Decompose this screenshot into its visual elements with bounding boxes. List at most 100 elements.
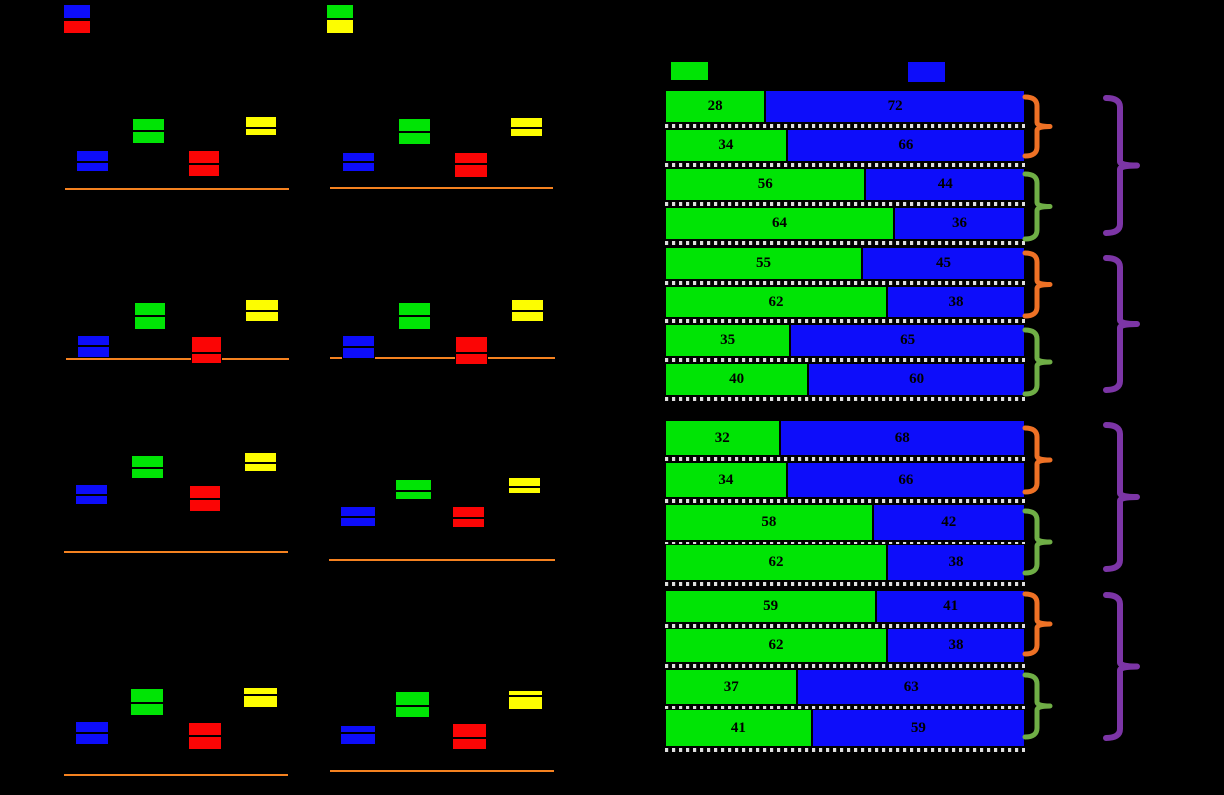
stacked-bar-row-5: 55 45: [665, 247, 1025, 280]
box-green: [131, 455, 164, 479]
bar-separator-dotted: [665, 664, 1025, 668]
bar-segment-green: 64: [666, 208, 896, 239]
panel-baseline: [329, 559, 555, 561]
bar-value-blue: 38: [948, 293, 964, 310]
bar-value-blue: 66: [898, 137, 914, 153]
bar-separator-dotted: [665, 706, 1025, 710]
median-line: [399, 131, 430, 133]
median-line: [133, 130, 164, 132]
median-line: [399, 315, 430, 317]
stacked-bar-row-9: 32 68: [665, 420, 1025, 456]
stacked-bar-row-12: 62 38: [665, 544, 1025, 581]
bar-segment-blue: 44: [866, 169, 1024, 200]
median-line: [509, 486, 540, 488]
bar-value-green: 32: [714, 429, 730, 446]
median-line: [341, 732, 375, 734]
panel-baseline: [65, 188, 289, 190]
pair-brace-orange-1: [1022, 94, 1053, 159]
bar-value-green: 62: [768, 637, 784, 653]
bar-value-green: 62: [768, 554, 784, 570]
stacked-bar-row-10: 34 66: [665, 462, 1025, 498]
bar-separator-dotted: [665, 124, 1025, 128]
median-line: [343, 161, 374, 163]
median-line: [189, 163, 219, 165]
bar-segment-green: 34: [666, 130, 788, 161]
bar-separator-dotted: [665, 748, 1025, 752]
box-red: [191, 336, 222, 364]
median-line: [341, 516, 375, 518]
median-line: [190, 498, 220, 500]
bar-separator-dotted: [665, 457, 1025, 461]
bar-value-blue: 60: [909, 371, 925, 387]
bar-separator-dotted: [665, 202, 1025, 206]
bar-value-blue: 38: [948, 554, 964, 570]
bar-separator-dotted: [665, 397, 1025, 401]
stacked-bar-row-15: 37 63: [665, 669, 1025, 705]
stacked-bar-row-3: 56 44: [665, 168, 1025, 201]
median-line: [246, 310, 278, 312]
box-green: [398, 118, 431, 145]
stacked-bar-row-7: 35 65: [665, 324, 1025, 357]
stacked-bar-row-11: 58 42: [665, 504, 1025, 541]
bar-segment-blue: 68: [780, 421, 1024, 455]
bar-segment-blue: 45: [862, 248, 1024, 279]
box-red: [454, 152, 488, 178]
bar-value-green: 40: [729, 371, 745, 387]
median-line: [343, 346, 374, 348]
box-green: [395, 691, 430, 718]
median-line: [509, 695, 542, 697]
panel-baseline: [330, 357, 555, 359]
bar-value-blue: 59: [910, 719, 926, 736]
box-blue: [342, 335, 375, 359]
median-line: [76, 494, 107, 496]
box-yellow: [243, 687, 278, 708]
bar-segment-green: 40: [666, 364, 810, 395]
bar-value-green: 34: [718, 471, 734, 488]
bar-segment-green: 37: [666, 670, 799, 704]
stacked-bar-row-14: 62 38: [665, 628, 1025, 663]
box-green: [395, 479, 432, 500]
bar-segment-blue: 42: [873, 505, 1024, 540]
pair-brace-green-4: [1022, 327, 1053, 397]
median-line: [456, 352, 487, 354]
stacked-bar-row-16: 41 59: [665, 709, 1025, 747]
bar-value-blue: 45: [935, 255, 951, 271]
box-red: [452, 506, 485, 528]
bar-separator-dotted: [665, 499, 1025, 503]
bar-value-blue: 68: [894, 429, 910, 446]
bar-segment-blue: 38: [887, 287, 1024, 317]
bar-segment-green: 34: [666, 463, 788, 497]
median-line: [246, 127, 276, 129]
median-line: [78, 345, 109, 347]
box-blue: [340, 725, 376, 745]
bar-segment-green: 32: [666, 421, 781, 455]
bar-segment-green: 59: [666, 591, 878, 622]
bar-value-blue: 38: [948, 637, 964, 653]
pair-brace-orange-7: [1022, 591, 1053, 657]
bar-value-blue: 63: [903, 678, 919, 695]
median-line: [244, 694, 277, 696]
bar-value-green: 59: [763, 598, 779, 614]
bar-segment-blue: 66: [787, 463, 1024, 497]
group-brace-purple-3: [1103, 422, 1140, 572]
box-yellow: [508, 690, 543, 710]
bar-segment-green: 62: [666, 629, 888, 662]
bar-segment-green: 35: [666, 325, 792, 356]
panel-baseline: [330, 770, 554, 772]
bar-segment-green: 56: [666, 169, 867, 200]
bar-segment-blue: 38: [887, 545, 1024, 580]
stacked-bar-row-13: 59 41: [665, 590, 1025, 623]
pair-brace-green-2: [1022, 171, 1053, 242]
bar-value-blue: 41: [943, 598, 959, 614]
pair-brace-orange-3: [1022, 250, 1053, 319]
box-green: [130, 688, 164, 716]
panel-baseline: [64, 774, 288, 776]
bar-separator-dotted: [665, 319, 1025, 323]
bar-value-blue: 44: [937, 176, 953, 192]
bar-segment-green: 55: [666, 248, 863, 279]
panel-baseline: [330, 187, 553, 189]
box-green: [134, 302, 166, 330]
bar-value-green: 34: [718, 137, 734, 153]
box-red: [188, 722, 222, 750]
box-green: [398, 302, 431, 330]
